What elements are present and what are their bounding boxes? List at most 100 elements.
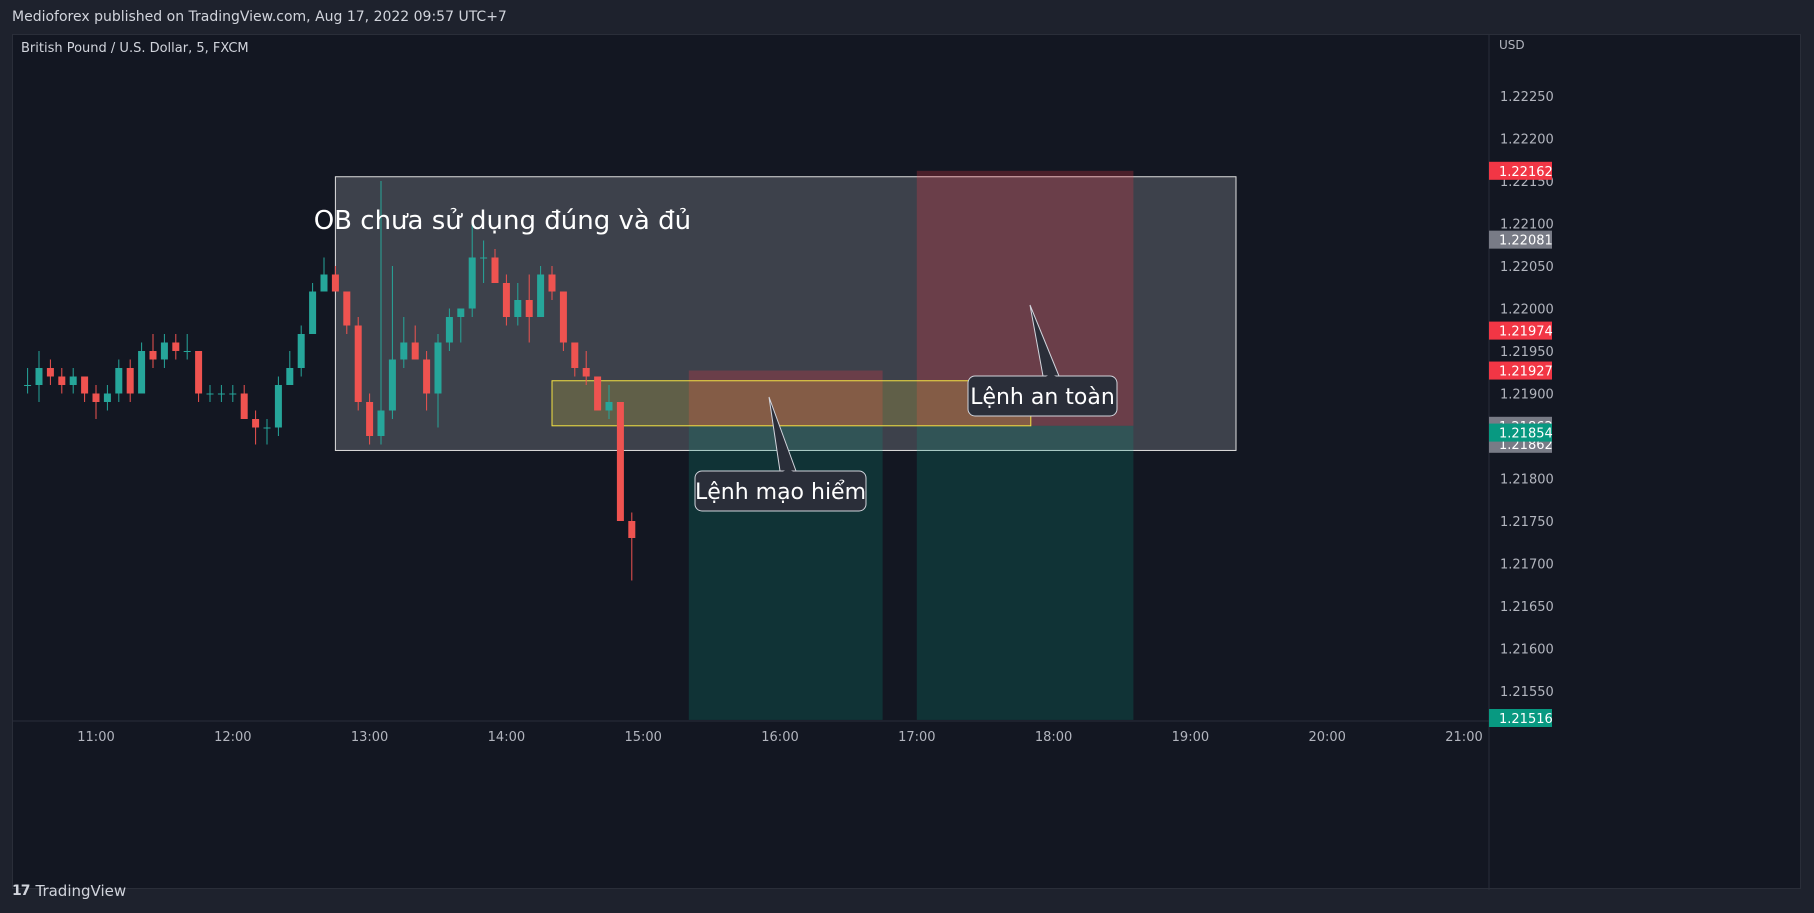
time-tick-label: 12:00	[214, 730, 251, 745]
candle-body	[320, 274, 328, 292]
candle-body	[548, 274, 556, 292]
candle-body	[366, 402, 374, 436]
symbol-title: British Pound / U.S. Dollar, 5, FXCM	[21, 41, 249, 56]
price-badge-label: 1.21854	[1499, 427, 1553, 442]
candle-body	[229, 393, 237, 395]
price-tick-label: 1.21900	[1500, 388, 1554, 403]
candle-body	[263, 427, 271, 429]
price-tick-label: 1.21800	[1500, 473, 1554, 488]
candle-body	[502, 283, 510, 317]
candle-body	[594, 376, 602, 411]
chart-canvas[interactable]: British Pound / U.S. Dollar, 5, FXCM USD O…	[13, 35, 1802, 890]
candle-body	[388, 359, 396, 411]
candle-body	[468, 257, 476, 309]
candle-body	[571, 342, 579, 368]
candle-body	[138, 351, 146, 394]
price-tick-label: 1.21550	[1500, 685, 1554, 700]
price-badge	[1489, 321, 1552, 340]
price-badge-label: 1.21516	[1499, 712, 1553, 727]
candle-body	[160, 342, 168, 360]
tradingview-brand-text: TradingView	[35, 882, 127, 900]
time-tick-label: 15:00	[624, 730, 661, 745]
price-tick-label: 1.22100	[1500, 218, 1554, 233]
time-tick-label: 14:00	[488, 730, 525, 745]
candle-body	[343, 291, 351, 326]
price-badge-label: 1.22162	[1499, 165, 1553, 180]
candle-body	[172, 342, 180, 351]
entry-zone-box[interactable]	[551, 380, 1032, 427]
candle-body	[309, 291, 317, 334]
candle-body	[605, 402, 613, 411]
candle-body	[286, 368, 294, 385]
price-badge	[1489, 361, 1552, 380]
tradingview-logo[interactable]: 17 TradingView	[12, 882, 126, 900]
candle-body	[434, 342, 442, 394]
price-badge	[1489, 230, 1552, 249]
price-badge	[1489, 709, 1552, 727]
time-tick-label: 11:00	[77, 730, 114, 745]
tradingview-logo-icon: 17	[12, 883, 31, 899]
candle-body	[514, 300, 522, 317]
candle-body	[115, 368, 123, 394]
price-tick-label: 1.22050	[1500, 260, 1554, 275]
candle-body	[525, 300, 533, 317]
candle-body	[400, 342, 408, 360]
ob-label: OB chưa sử dụng đúng và đủ	[314, 206, 691, 236]
price-badge	[1489, 161, 1552, 180]
time-tick-label: 18:00	[1035, 730, 1072, 745]
time-tick-label: 13:00	[351, 730, 388, 745]
candle-body	[411, 342, 419, 360]
candle-body	[81, 376, 89, 394]
candle-body	[457, 308, 465, 317]
candle-body	[423, 359, 431, 394]
candle-body	[331, 274, 339, 292]
price-tick-label: 1.21950	[1500, 345, 1554, 360]
candle-body	[240, 393, 248, 419]
candle-body	[354, 325, 362, 402]
time-tick-label: 21:00	[1445, 730, 1482, 745]
price-tick-label: 1.21700	[1500, 558, 1554, 573]
price-badge-label: 1.22081	[1499, 234, 1553, 249]
candle-body	[582, 368, 590, 377]
candle-body	[92, 393, 100, 402]
price-tick-label: 1.22250	[1500, 90, 1554, 105]
safe-order-callout-label: Lệnh an toàn	[970, 385, 1115, 410]
candle-body	[445, 317, 453, 343]
safe-order-callout-box[interactable]	[967, 375, 1118, 417]
price-tick-label: 1.22200	[1500, 133, 1554, 148]
candle-body	[46, 368, 54, 377]
price-badge	[1489, 423, 1552, 442]
candle-body	[58, 376, 66, 385]
candle-body	[183, 351, 191, 352]
time-tick-label: 16:00	[761, 730, 798, 745]
candle-body	[217, 393, 225, 395]
candle-body	[297, 334, 305, 368]
candle-body	[126, 368, 134, 394]
candle-body	[480, 257, 488, 259]
time-tick-label: 17:00	[898, 730, 935, 745]
risky-order-callout-box[interactable]	[694, 470, 867, 512]
candle-body	[69, 376, 77, 385]
currency-label: USD	[1499, 38, 1525, 52]
candle-body	[24, 385, 32, 386]
time-tick-label: 20:00	[1308, 730, 1345, 745]
candle-body	[491, 257, 499, 283]
candle-body	[103, 393, 111, 402]
candle-body	[377, 410, 385, 436]
candle-body	[252, 419, 260, 428]
price-badge-label: 1.21974	[1499, 325, 1553, 340]
candle-body	[149, 351, 157, 360]
price-tick-label: 1.21750	[1500, 515, 1554, 530]
candle-body	[559, 291, 567, 343]
candle-body	[35, 368, 43, 385]
candle-body	[206, 393, 214, 395]
risky-position-stop-zone[interactable]	[688, 370, 883, 426]
chart-frame[interactable]: British Pound / U.S. Dollar, 5, FXCM USD O…	[12, 34, 1802, 890]
safe-position-target-zone[interactable]	[916, 425, 1134, 720]
price-badge-label: 1.21927	[1499, 365, 1553, 380]
publish-header: Medioforex published on TradingView.com,…	[12, 9, 507, 25]
candle-body	[628, 521, 636, 538]
price-tick-label: 1.22000	[1500, 303, 1554, 318]
risky-order-callout-label: Lệnh mạo hiểm	[695, 480, 866, 505]
candle-body	[616, 402, 624, 521]
